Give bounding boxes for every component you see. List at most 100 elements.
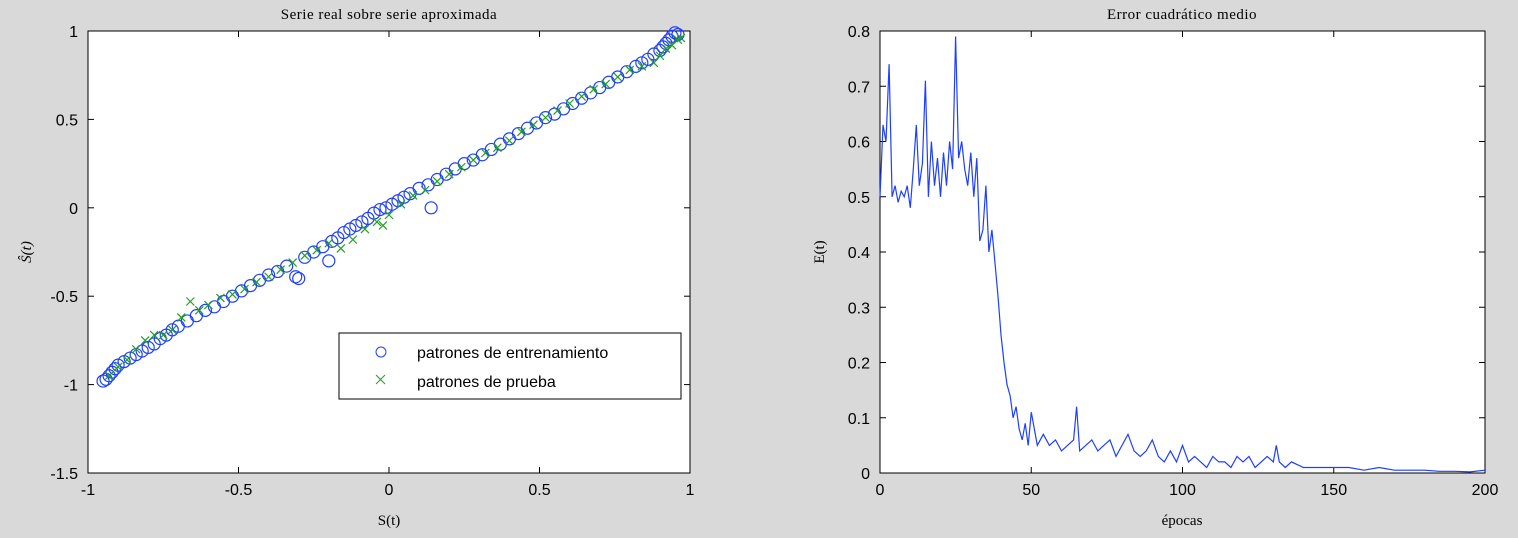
test-point: [336, 244, 346, 253]
line-title: Error cuadrático medio: [1107, 7, 1257, 23]
test-point: [140, 335, 150, 345]
test-point: [312, 245, 322, 255]
test-point: [288, 258, 298, 268]
training-point: [262, 268, 276, 282]
y-tick-label: -1: [64, 378, 78, 395]
test-point: [577, 91, 587, 101]
training-point: [424, 201, 438, 215]
x-tick-label: -1: [81, 482, 95, 499]
line-axes-background: [879, 30, 1486, 474]
test-point: [194, 305, 204, 315]
test-point: [131, 344, 141, 354]
test-point: [432, 176, 442, 186]
legend-box: [338, 332, 682, 400]
test-point: [122, 355, 132, 365]
training-point: [412, 181, 426, 195]
test-point: [113, 362, 123, 372]
legend-label-test: patrones de prueba: [417, 374, 556, 391]
test-point: [185, 297, 195, 306]
test-point: [360, 224, 370, 234]
x-tick-label: 150: [1320, 482, 1347, 499]
test-point: [104, 371, 114, 381]
x-tick-label: 50: [1022, 482, 1040, 499]
y-tick-label: 0.3: [848, 300, 870, 317]
y-tick-label: -0.5: [50, 289, 78, 306]
y-tick-label: 0.4: [848, 245, 870, 262]
x-tick-label: -0.5: [225, 482, 253, 499]
training-point: [668, 26, 682, 40]
test-point: [149, 330, 159, 340]
test-point: [348, 235, 358, 245]
test-point: [565, 99, 575, 108]
test-point: [216, 293, 225, 303]
y-tick-label: 0.1: [848, 411, 870, 428]
x-tick-label: 100: [1169, 482, 1196, 499]
scatter-axes-background: [87, 30, 691, 474]
training-point: [292, 271, 306, 286]
test-point: [541, 113, 550, 123]
test-point: [468, 155, 478, 165]
test-point: [637, 61, 647, 71]
scatter-ticks: -1 -0.5 0 0.5 1-1.5-1-0.500.51: [50, 24, 694, 499]
test-point: [176, 312, 186, 322]
training-point: [665, 29, 679, 43]
scatter-y-axis-label: Ŝ(t): [18, 241, 35, 263]
test-point: [228, 290, 237, 299]
test-point: [203, 300, 213, 310]
test-point: [276, 265, 286, 275]
test-point: [372, 217, 382, 227]
line-y-axis-label: E(t): [812, 240, 828, 263]
test-point: [378, 221, 388, 230]
line-marks: [879, 36, 1486, 473]
test-point: [408, 190, 418, 200]
test-point: [655, 51, 665, 61]
test-point: [589, 84, 599, 94]
test-point: [625, 65, 635, 75]
training-point: [538, 111, 553, 125]
test-point: [517, 127, 526, 137]
training-point: [108, 362, 122, 376]
y-tick-label: 0.5: [848, 190, 870, 207]
test-point: [676, 33, 686, 43]
test-point: [240, 284, 249, 294]
y-tick-label: -1.5: [50, 466, 78, 483]
test-point: [480, 148, 490, 158]
test-point: [553, 106, 562, 115]
scatter-legend: patrones de entrenamiento patrones de pr…: [338, 332, 682, 400]
x-tick-label: 0.5: [528, 482, 550, 499]
training-point: [322, 254, 336, 268]
training-point: [373, 202, 387, 217]
y-tick-label: 0.2: [848, 356, 870, 373]
test-point: [529, 120, 538, 130]
y-tick-label: 1: [69, 24, 78, 41]
scatter-marks: [96, 26, 686, 388]
y-tick-label: 0.6: [848, 135, 870, 152]
legend-cross-marker: [375, 374, 386, 385]
y-tick-label: 0: [861, 466, 870, 483]
line-panel: Error cuadrático medio épocas E(t) 0 50 10…: [812, 7, 1498, 529]
error-series-line: [879, 36, 1486, 473]
scatter-panel: Serie real sobre serie aproximada S(t) Ŝ…: [18, 7, 695, 529]
test-point: [264, 272, 274, 282]
legend-label-training: patrones de entrenamiento: [417, 345, 608, 362]
y-tick-label: 0.8: [848, 24, 870, 41]
test-point: [613, 72, 623, 82]
x-tick-label: 1: [686, 482, 695, 499]
test-point: [504, 136, 514, 146]
x-tick-label: 0: [385, 482, 394, 499]
y-tick-label: 0.7: [848, 79, 870, 96]
test-point: [492, 143, 502, 153]
test-point: [420, 185, 430, 195]
test-point: [324, 238, 334, 248]
training-point: [289, 270, 303, 284]
test-point: [444, 169, 454, 179]
test-point: [649, 58, 659, 68]
test-point: [396, 199, 406, 209]
y-tick-label: 0: [69, 201, 78, 218]
legend-circle-marker: [375, 346, 387, 358]
x-tick-label: 200: [1472, 482, 1499, 499]
scatter-title: Serie real sobre serie aproximada: [281, 7, 497, 23]
test-point: [601, 79, 611, 89]
x-tick-label: 0: [876, 482, 885, 499]
